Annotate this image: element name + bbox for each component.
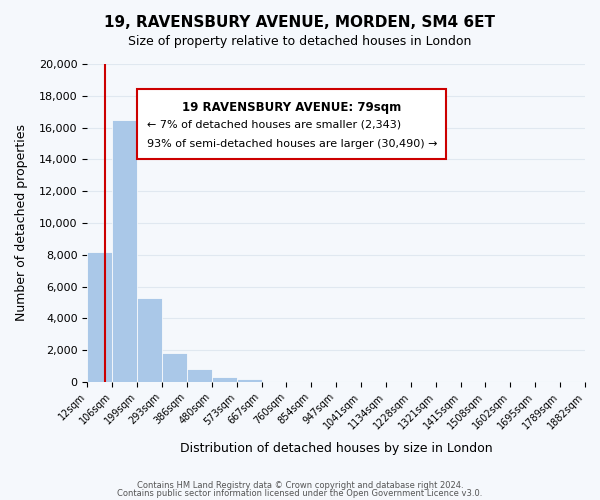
Bar	[237, 378, 262, 382]
Text: ← 7% of detached houses are smaller (2,343): ← 7% of detached houses are smaller (2,3…	[147, 120, 401, 130]
Text: 19, RAVENSBURY AVENUE, MORDEN, SM4 6ET: 19, RAVENSBURY AVENUE, MORDEN, SM4 6ET	[104, 15, 496, 30]
Bar	[162, 354, 187, 382]
Bar	[137, 298, 162, 382]
Y-axis label: Number of detached properties: Number of detached properties	[15, 124, 28, 322]
Text: Contains public sector information licensed under the Open Government Licence v3: Contains public sector information licen…	[118, 488, 482, 498]
Text: Size of property relative to detached houses in London: Size of property relative to detached ho…	[128, 35, 472, 48]
Bar	[187, 369, 212, 382]
Text: Contains HM Land Registry data © Crown copyright and database right 2024.: Contains HM Land Registry data © Crown c…	[137, 481, 463, 490]
Bar	[112, 120, 137, 382]
Text: 19 RAVENSBURY AVENUE: 79sqm: 19 RAVENSBURY AVENUE: 79sqm	[182, 100, 401, 114]
Bar	[88, 252, 112, 382]
X-axis label: Distribution of detached houses by size in London: Distribution of detached houses by size …	[180, 442, 493, 455]
Text: 93% of semi-detached houses are larger (30,490) →: 93% of semi-detached houses are larger (…	[147, 138, 437, 148]
FancyBboxPatch shape	[137, 90, 446, 160]
Bar	[212, 377, 237, 382]
